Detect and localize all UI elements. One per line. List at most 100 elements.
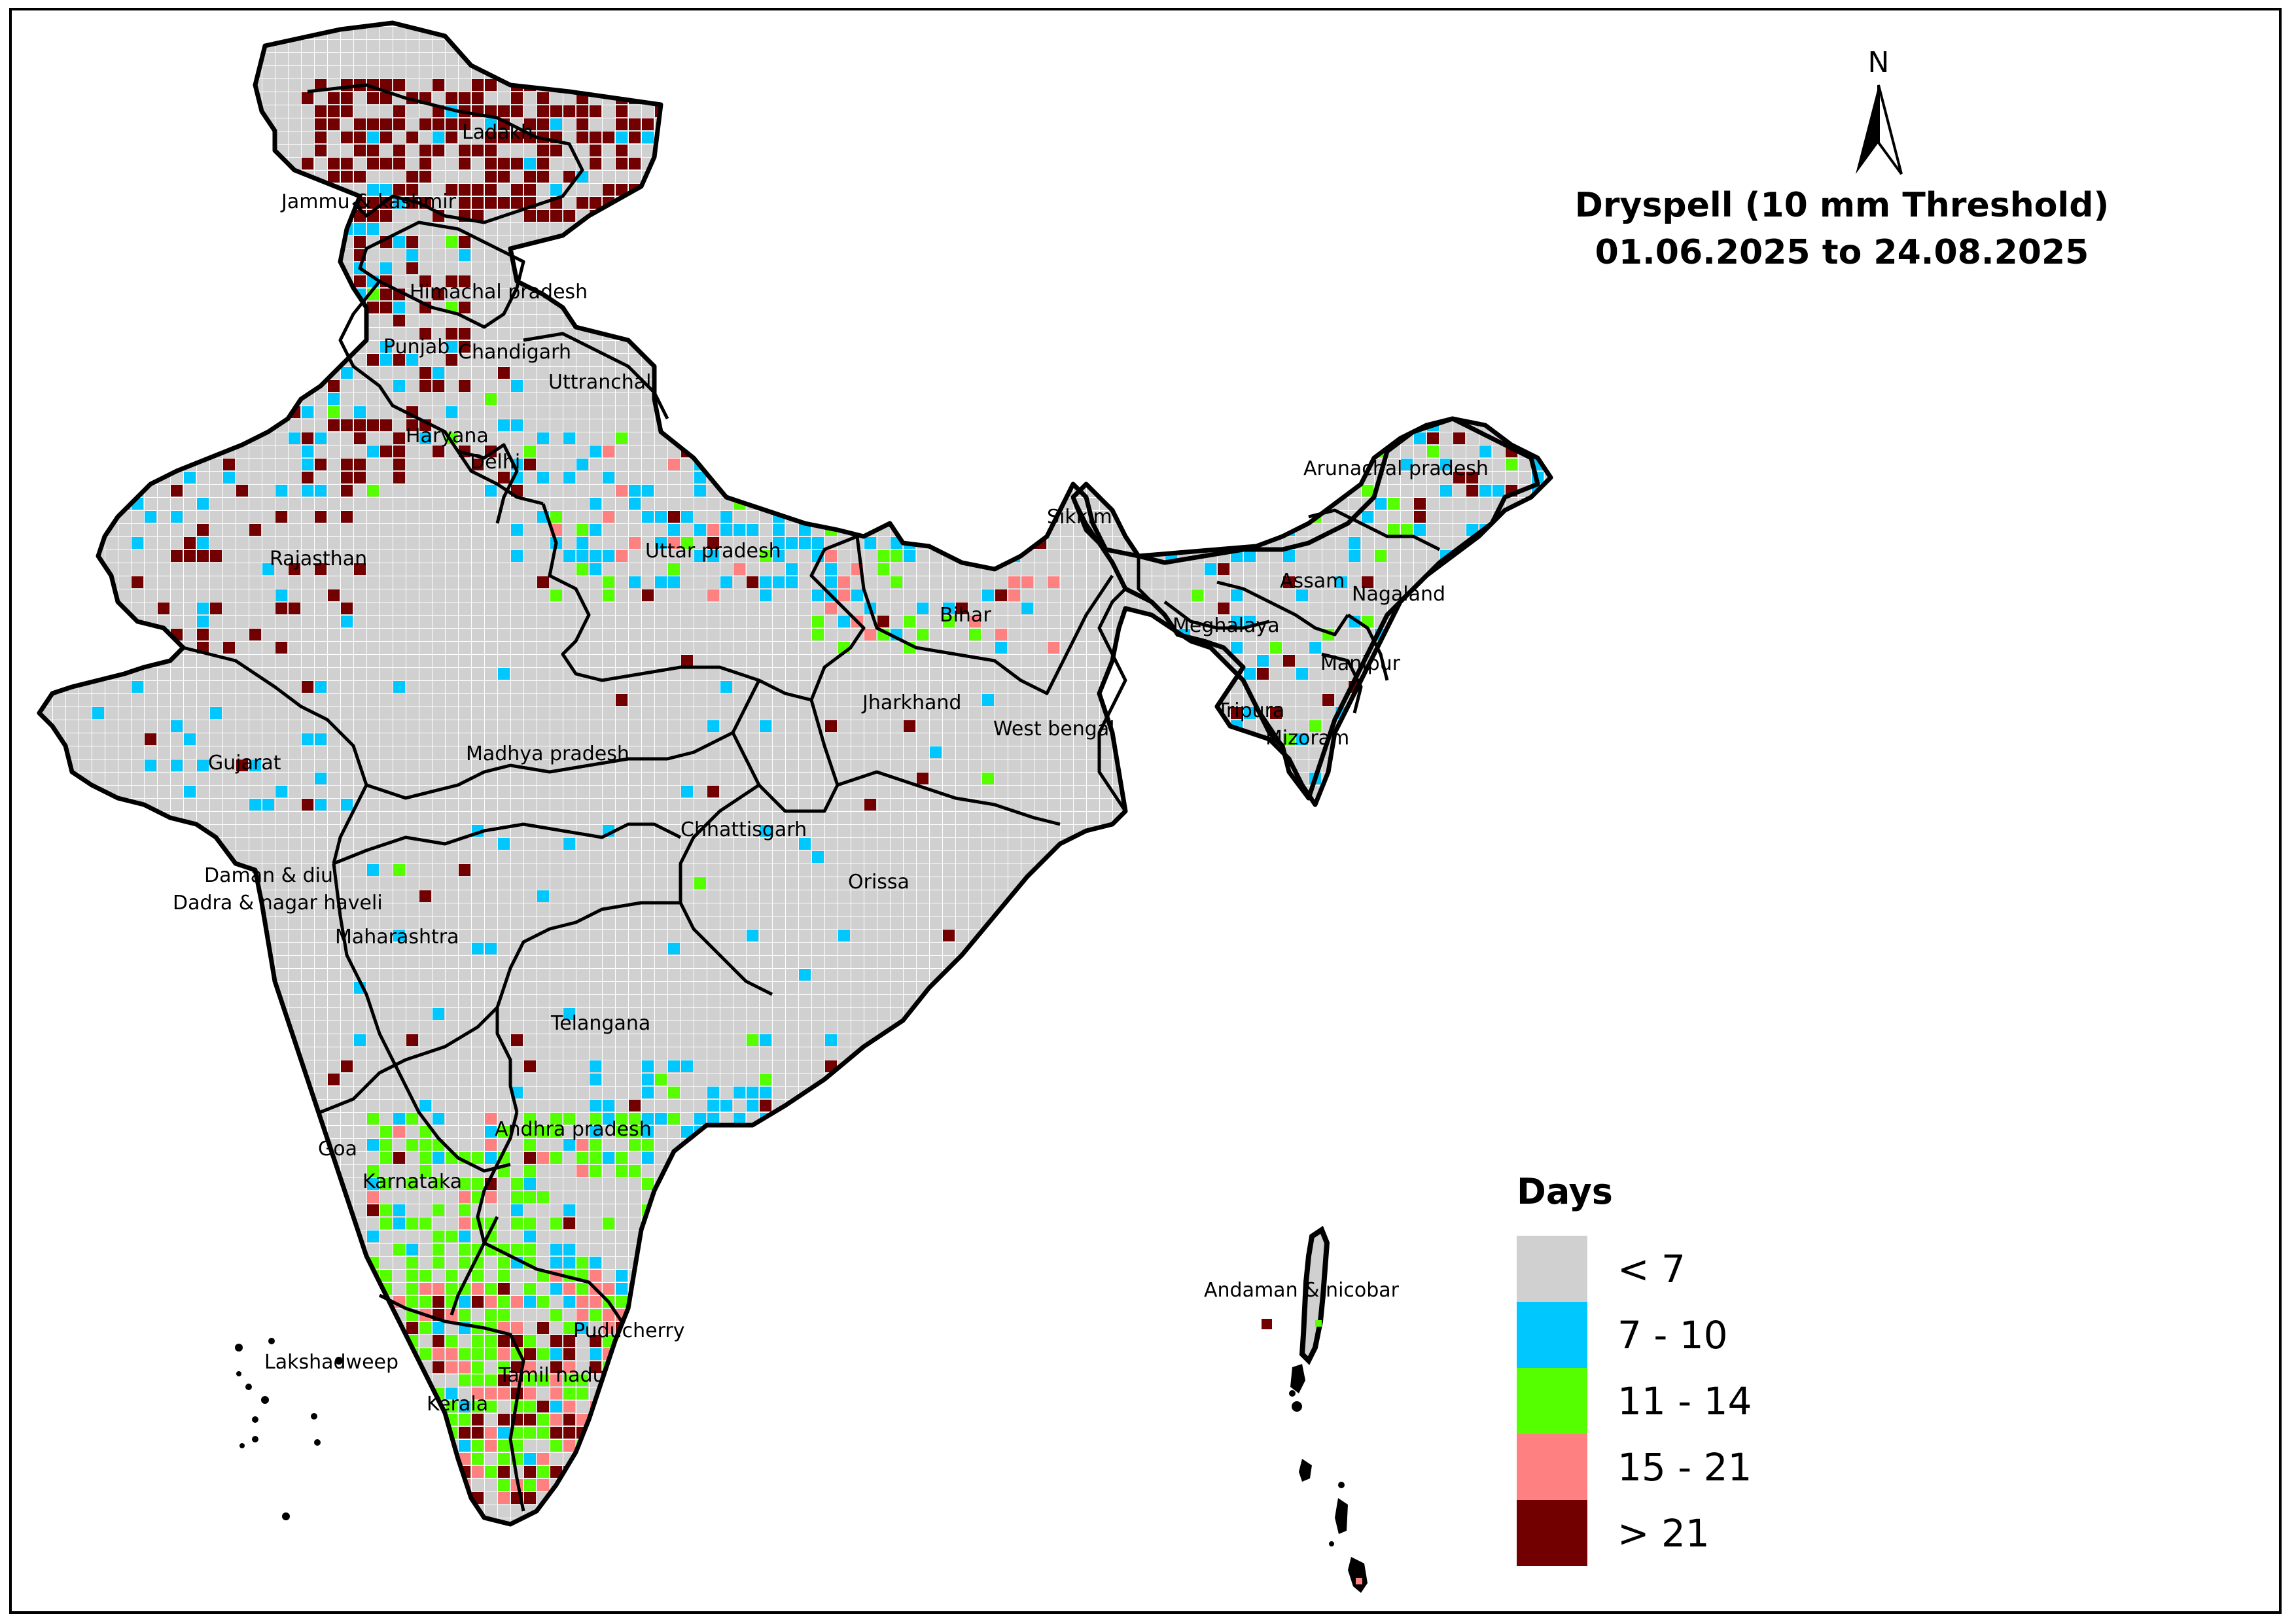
legend-label: < 7 [1617, 1246, 1686, 1291]
grid-cell [485, 1374, 497, 1386]
grid-cell [289, 563, 300, 575]
grid-cell [419, 1165, 431, 1177]
grid-cell [419, 1440, 431, 1452]
grid-cell [328, 105, 340, 117]
grid-cell [184, 786, 196, 797]
grid-cell [550, 1348, 562, 1360]
grid-cell [367, 485, 379, 497]
grid-cell [550, 118, 562, 130]
grid-cell [446, 92, 457, 104]
grid-cell [498, 158, 510, 169]
grid-cell [446, 1230, 457, 1242]
grid-cell [1283, 576, 1295, 588]
grid-cell [341, 288, 353, 300]
grid-cell [681, 655, 693, 667]
grid-cell [289, 602, 300, 614]
grid-cell [459, 341, 470, 353]
grid-cell [341, 302, 353, 313]
grid-cell [760, 1034, 771, 1046]
grid-cell [707, 786, 719, 797]
grid-cell [1139, 537, 1151, 549]
grid-cell [367, 302, 379, 313]
grid-cell [511, 1440, 523, 1452]
grid-cell [354, 131, 366, 143]
grid-cell [459, 1348, 470, 1360]
grid-cell [459, 184, 470, 196]
grid-cell [289, 380, 300, 392]
grid-cell [315, 485, 327, 497]
grid-cell [563, 1204, 575, 1216]
grid-cell [341, 799, 353, 811]
grid-cell [694, 472, 706, 483]
grid-cell [616, 79, 627, 91]
grid-cell [537, 890, 549, 902]
grid-cell [550, 1283, 562, 1295]
grid-cell [524, 1060, 536, 1072]
grid-cell [393, 1244, 405, 1255]
grid-cell [485, 485, 497, 497]
grid-cell [590, 1309, 601, 1321]
grid-cell [524, 158, 536, 169]
grid-cell [315, 773, 327, 784]
grid-cell [485, 184, 497, 196]
grid-cell [367, 184, 379, 196]
grid-cell [524, 1191, 536, 1203]
grid-cell [629, 118, 641, 130]
grid-cell [1440, 655, 1452, 667]
grid-cell [1178, 642, 1190, 654]
grid-cell [485, 197, 497, 209]
grid-cell [419, 328, 431, 340]
grid-cell [524, 1427, 536, 1439]
grid-cell [616, 694, 627, 706]
grid-cell [485, 1283, 497, 1295]
grid-cell [1048, 642, 1059, 654]
grid-cell [354, 223, 366, 235]
grid-cell [917, 773, 928, 784]
grid-cell [1375, 746, 1386, 758]
grid-cell [433, 380, 444, 392]
legend-swatch [1517, 1236, 1587, 1302]
grid-cell [393, 1217, 405, 1229]
grid-cell [1139, 511, 1151, 523]
grid-cell [563, 1401, 575, 1412]
grid-cell [485, 1466, 497, 1478]
grid-cell [433, 1257, 444, 1268]
grid-cell [668, 576, 680, 588]
grid-cell [197, 524, 209, 536]
grid-cell [485, 1427, 497, 1439]
grid-cell [498, 1466, 510, 1478]
grid-cell [563, 1113, 575, 1125]
grid-cell [472, 1283, 484, 1295]
grid-cell [380, 118, 392, 130]
grid-cell [1192, 498, 1203, 510]
label-goa: Goa [318, 1138, 357, 1161]
grid-cell [1178, 681, 1190, 693]
grid-cell [799, 838, 811, 850]
grid-cell [642, 1126, 654, 1138]
grid-cell [550, 1244, 562, 1255]
grid-cell [603, 1309, 614, 1321]
grid-cell [446, 1387, 457, 1399]
grid-cell [812, 498, 824, 510]
grid-cell [1244, 707, 1256, 719]
grid-cell [367, 419, 379, 431]
grid-cell [864, 799, 876, 811]
grid-cell [341, 602, 353, 614]
grid-cell [341, 92, 353, 104]
grid-cell [328, 118, 340, 130]
grid-cell [498, 472, 510, 483]
grid-cell [629, 485, 641, 497]
grid-cell [537, 1453, 549, 1465]
grid-cell [1414, 498, 1426, 510]
legend-swatch [1517, 1500, 1587, 1566]
grid-cell [576, 537, 588, 549]
grid-cell [1362, 576, 1373, 588]
grid-cell [550, 145, 562, 156]
grid-cell [315, 681, 327, 693]
grid-cell [707, 445, 719, 457]
grid-cell [590, 1165, 601, 1177]
grid-cell [550, 1152, 562, 1164]
grid-cell [629, 1348, 641, 1360]
grid-cell [747, 1100, 758, 1111]
grid-cell [433, 1348, 444, 1360]
